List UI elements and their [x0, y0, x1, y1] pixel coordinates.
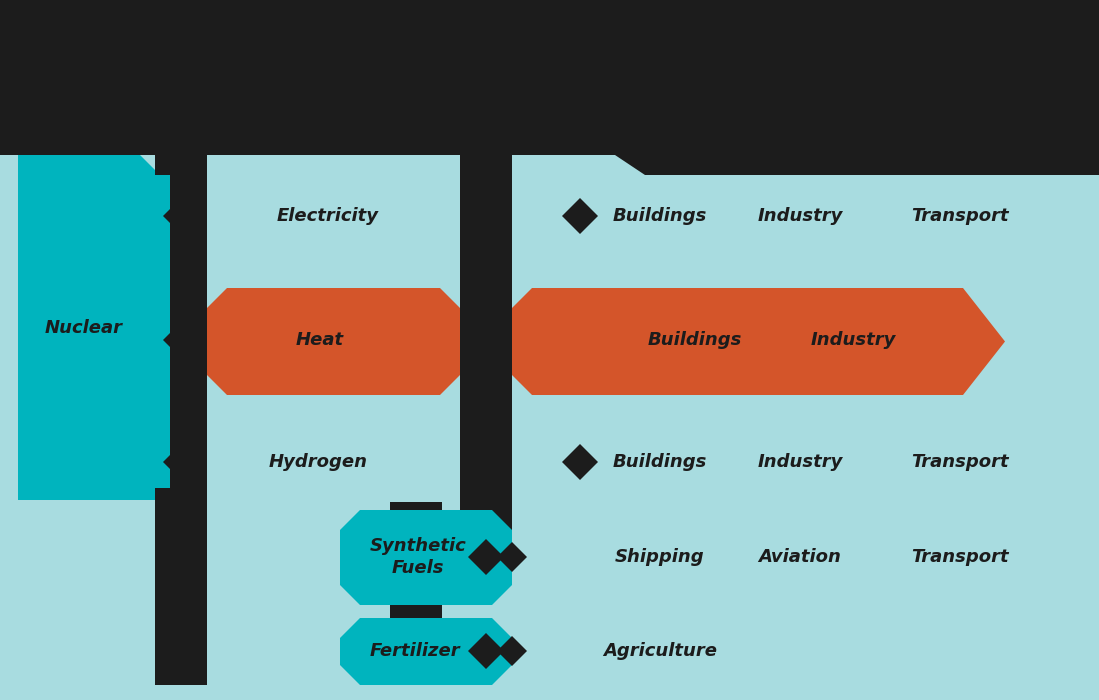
Polygon shape: [207, 288, 460, 395]
Text: Fertilizer: Fertilizer: [369, 642, 460, 660]
Polygon shape: [512, 288, 1004, 395]
Text: Buildings: Buildings: [613, 453, 707, 471]
Polygon shape: [163, 444, 199, 480]
Text: Agriculture: Agriculture: [603, 642, 717, 660]
Text: Industry: Industry: [757, 207, 843, 225]
Text: Hydrogen: Hydrogen: [268, 453, 367, 471]
Polygon shape: [207, 422, 460, 502]
Text: Industry: Industry: [810, 331, 896, 349]
Text: Synthetic
Fuels: Synthetic Fuels: [369, 537, 466, 577]
Polygon shape: [580, 0, 1099, 175]
Polygon shape: [207, 175, 460, 258]
Bar: [155, 155, 207, 685]
Polygon shape: [468, 322, 504, 358]
Bar: [0, 0, 1099, 155]
Text: Industry: Industry: [757, 453, 843, 471]
Text: Transport: Transport: [911, 207, 1009, 225]
Bar: [460, 155, 512, 555]
Text: Nuclear: Nuclear: [45, 319, 123, 337]
Polygon shape: [468, 198, 504, 234]
Polygon shape: [468, 444, 504, 480]
Polygon shape: [497, 636, 528, 666]
Polygon shape: [163, 322, 199, 358]
Text: Shipping: Shipping: [615, 548, 704, 566]
Bar: [390, 502, 442, 627]
Polygon shape: [163, 198, 199, 234]
Polygon shape: [512, 175, 580, 258]
Polygon shape: [562, 198, 598, 234]
Polygon shape: [497, 542, 528, 572]
Text: Electricity: Electricity: [277, 207, 379, 225]
Polygon shape: [468, 539, 504, 575]
Polygon shape: [340, 618, 512, 685]
Polygon shape: [512, 422, 580, 502]
Text: Aviation: Aviation: [758, 548, 842, 566]
Text: Transport: Transport: [911, 453, 1009, 471]
Text: Heat: Heat: [296, 331, 344, 349]
Polygon shape: [18, 155, 170, 500]
Polygon shape: [562, 444, 598, 480]
Text: Buildings: Buildings: [647, 331, 742, 349]
Text: Buildings: Buildings: [613, 207, 707, 225]
Polygon shape: [340, 510, 512, 605]
Polygon shape: [468, 633, 504, 669]
Text: Transport: Transport: [911, 548, 1009, 566]
